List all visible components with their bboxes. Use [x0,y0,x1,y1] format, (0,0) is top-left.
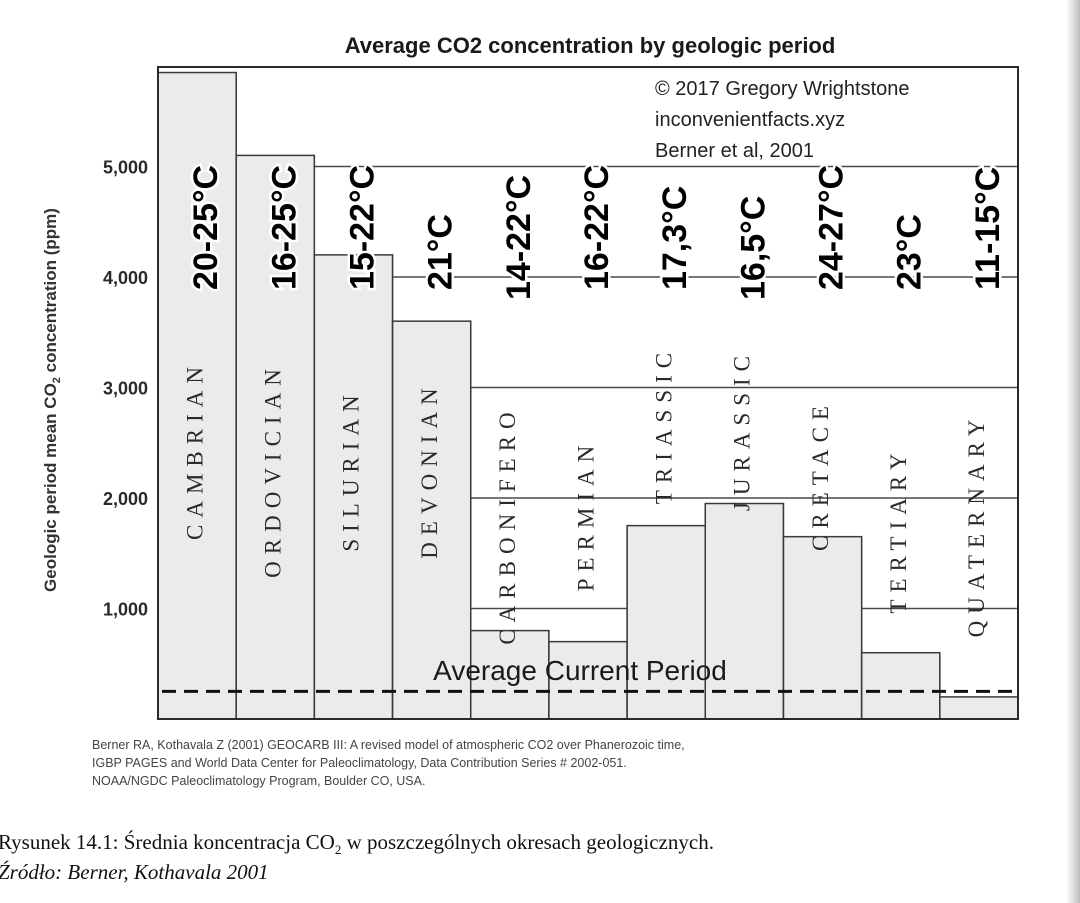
bars [157,71,1019,720]
figure-caption: Rysunek 14.1: Średnia koncentracja CO2 w… [0,830,714,858]
category-label-quaternary: QUATERNARY [964,413,989,638]
y-tick-label-2000: 2,000 [103,489,148,509]
reference-line-2: IGBP PAGES and World Data Center for Pal… [92,756,627,770]
bar-tertiary [860,651,941,720]
credit-website: inconvenientfacts.xyz [655,109,845,131]
bar-quaternary [939,696,1019,720]
bar-ordovician [235,154,316,720]
category-label-cambrian: CAMBRIAN [182,360,207,540]
reference-line-3: NOAA/NGDC Paleoclimatology Program, Boul… [92,774,426,788]
temperature-label-devonian: 21°C [422,214,460,290]
bar-triassic [626,524,707,720]
temperature-label-tertiary: 23°C [891,214,929,290]
bar-cambrian [157,71,237,720]
category-label-ordovician: ORDOVICIAN [261,362,286,578]
temperature-label-cretace: 24-27°C [813,165,851,290]
credit-copyright: © 2017 Gregory Wrightstone [655,78,910,100]
category-label-jurassic: JURASSIC [730,349,755,511]
category-labels: CAMBRIAN ORDOVICIAN SILURIAN DEVONIAN CARBON… [182,346,989,645]
y-ticks: 1,000 2,000 3,000 4,000 5,000 [103,157,148,619]
y-tick-label-3000: 3,000 [103,378,148,398]
chart-title: Average CO2 concentration by geologic pe… [345,33,836,58]
reference-line-1: Berner RA, Kothavala Z (2001) GEOCARB II… [92,738,685,752]
credits: © 2017 Gregory Wrightstone inconvenientf… [655,78,910,162]
y-axis-label: Geologic period mean CO2 concentration (… [41,208,63,592]
bar-jurassic [704,502,785,720]
temperature-label-carbonifero: 14-22°C [500,175,538,300]
category-label-tertiary: TERTIARY [886,446,911,613]
page-edge-shadow [1066,0,1080,903]
average-current-label: Average Current Period [433,655,727,686]
y-axis-label-subscript: 2 [51,377,63,383]
category-label-devonian: DEVONIAN [417,381,442,558]
category-label-cretace: CRETACE [808,399,833,551]
caption-subscript: 2 [334,842,342,858]
y-axis-label-tail: concentration (ppm) [41,208,60,377]
credit-source: Berner et al, 2001 [655,140,814,162]
category-label-triassic: TRIASSIC [651,346,676,504]
temperature-label-cambrian: 20-25°C [187,165,225,290]
svg-text:Geologic period mean CO2 conce: Geologic period mean CO2 concentration (… [41,208,63,592]
temperature-label-silurian: 15-22°C [343,165,381,290]
temperature-label-permian: 16-22°C [578,165,616,290]
gridlines [314,165,1018,610]
y-tick-label-1000: 1,000 [103,599,148,619]
y-tick-label-5000: 5,000 [103,157,148,177]
temperature-label-triassic: 17,3°C [656,186,694,290]
temperature-labels: 20-25°C 16-25°C 15-22°C 21°C 14-22°C 16-22°C 1… [185,162,1010,302]
category-label-permian: PERMIAN [573,439,598,592]
y-axis-label-main: Geologic period mean CO [41,383,60,592]
temperature-label-quaternary: 11-15°C [969,167,1007,290]
caption-prefix: Rysunek 14.1: Średnia koncentracja CO [0,830,335,854]
category-label-carbonifero: CARBONIFERO [495,405,520,644]
plot-frame [157,66,1019,720]
category-label-silurian: SILURIAN [339,388,364,551]
figure-source: Źródło: Berner, Kothavala 2001 [0,860,269,884]
temperature-label-ordovician: 16-25°C [265,165,303,290]
y-tick-label-4000: 4,000 [103,268,148,288]
caption-suffix: w poszczególnych okresach geologicznych. [341,830,714,854]
temperature-label-jurassic: 16,5°C [734,196,772,300]
